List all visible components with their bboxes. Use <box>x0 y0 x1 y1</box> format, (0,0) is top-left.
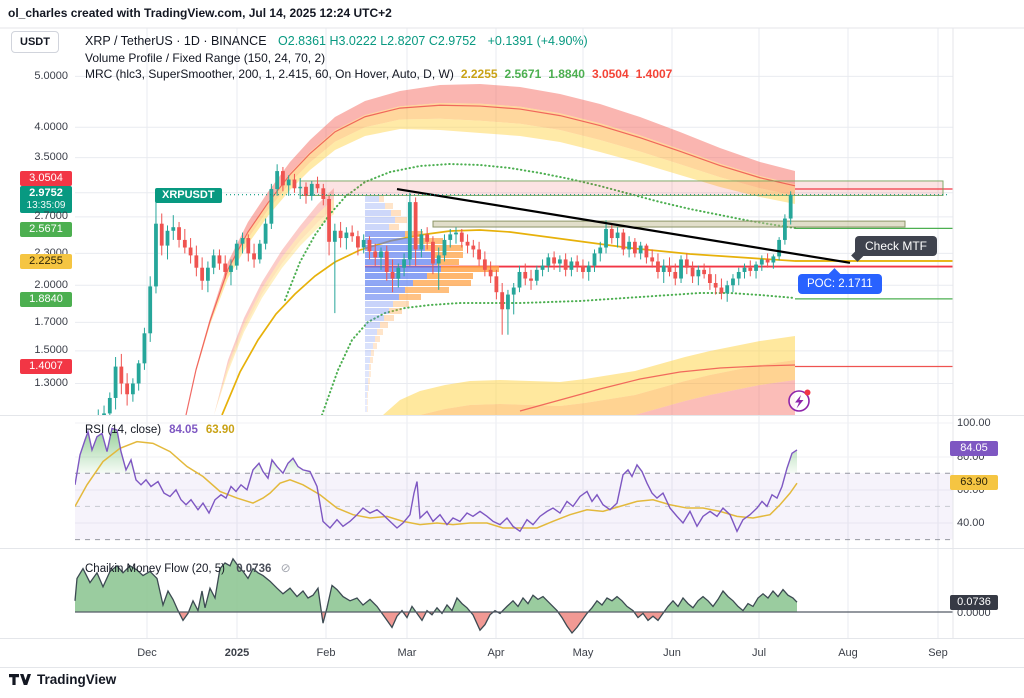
time-label-2025: 2025 <box>224 647 250 659</box>
rsi-value: 63.90 <box>205 424 235 436</box>
rsi-title: RSI (14, close) <box>85 424 162 436</box>
legend-volume-profile-row[interactable]: Volume Profile / Fixed Range (150, 24, 7… <box>85 51 326 65</box>
rsi-badge-84.05: 84.05 <box>950 440 998 456</box>
current-price-value: 2.9752 <box>29 187 63 199</box>
price-axis[interactable] <box>0 28 75 638</box>
mrc-bands <box>185 84 953 415</box>
mrc-value: 2.2255 <box>460 67 498 81</box>
indicator-axis[interactable] <box>953 28 1024 638</box>
legend-change: +0.1391 (+4.90%) <box>487 34 588 48</box>
mrc-value: 2.5671 <box>504 67 542 81</box>
time-label-Sep: Sep <box>928 647 948 659</box>
time-label-Jun: Jun <box>663 647 681 659</box>
time-label-Mar: Mar <box>397 647 417 659</box>
tradingview-logo[interactable]: TradingView <box>8 672 116 687</box>
price-scale-currency-button[interactable]: USDT <box>11 31 59 53</box>
price-tick-label: 1.5000 <box>34 344 68 357</box>
price-tick-label: 1.7000 <box>34 315 68 328</box>
cmf-badge: 0.0736 <box>950 595 998 610</box>
tradingview-mark-icon <box>9 674 31 685</box>
price-tick-label: 3.5000 <box>34 151 68 164</box>
price-tick-label: 4.0000 <box>34 120 68 133</box>
rsi-badge-63.90: 63.90 <box>950 474 998 490</box>
eye-off-icon[interactable]: ⊘ <box>280 561 291 575</box>
cmf-title: Chaikin Money Flow (20, 5) <box>85 563 225 575</box>
time-label-Dec: Dec <box>137 647 157 659</box>
time-label-Apr: Apr <box>487 647 505 659</box>
poc-callout[interactable]: POC: 2.1711 <box>798 274 882 294</box>
check-mtf-note[interactable]: Check MTF <box>855 236 938 256</box>
cmf-series <box>74 557 953 635</box>
time-label-May: May <box>572 647 594 659</box>
legend-mrc-row[interactable]: MRC (hlc3, SuperSmoother, 200, 1, 2.415,… <box>85 67 672 81</box>
rsi-value: 84.05 <box>169 424 198 436</box>
trend-annotations <box>226 187 950 264</box>
price-tick-label: 5.0000 <box>34 69 68 82</box>
price-tick-label: 1.3000 <box>34 376 68 389</box>
mrc-value: 1.4007 <box>635 67 673 81</box>
cmf-value: 0.0736 <box>236 563 272 575</box>
current-price-badge: 2.9752 13:35:09 <box>20 186 72 213</box>
rsi-tick-label: 100.00 <box>957 416 991 429</box>
legend-mrc-name: MRC (hlc3, SuperSmoother, 200, 1, 2.415,… <box>85 67 454 81</box>
cmf-tick-label: 0.0000 <box>957 607 991 619</box>
price-badge-3.0504: 3.0504 <box>20 170 72 186</box>
legend-symbol-row[interactable]: XRP / TetherUS · 1D · BINANCE O2.8361 H3… <box>85 34 588 48</box>
drawing-zones <box>299 180 944 228</box>
mrc-value: 3.0504 <box>591 67 629 81</box>
tradingview-wordmark: TradingView <box>37 672 117 687</box>
legend-symbol: XRP / TetherUS · 1D · BINANCE <box>85 34 267 48</box>
price-tick-label: 2.7000 <box>34 210 68 223</box>
rsi-band <box>75 472 953 541</box>
symbol-price-label: XRPUSDT <box>155 188 222 203</box>
magic-wand-icon[interactable] <box>786 386 814 414</box>
price-badge-2.2255: 2.2255 <box>20 253 72 269</box>
bar-countdown: 13:35:09 <box>26 200 66 211</box>
panel-separators <box>0 27 1024 668</box>
time-label-Aug: Aug <box>838 647 858 659</box>
attribution-text: ol_charles created with TradingView.com,… <box>8 6 392 20</box>
rsi-panel-header[interactable]: RSI (14, close) 84.05 63.90 <box>85 424 235 436</box>
candles-series <box>97 164 793 415</box>
gridlines <box>75 28 953 638</box>
rsi-series <box>75 427 798 533</box>
rsi-tick-label: 40.00 <box>957 516 985 529</box>
price-tick-label: 2.0000 <box>34 278 68 291</box>
price-badge-1.4007: 1.4007 <box>20 358 72 374</box>
cmf-panel-header[interactable]: Chaikin Money Flow (20, 5) 0.0736 ⊘ <box>85 561 291 575</box>
time-label-Feb: Feb <box>316 647 336 659</box>
price-badge-1.8840: 1.8840 <box>20 291 72 307</box>
time-label-Jul: Jul <box>751 647 767 659</box>
legend-ohlc: O2.8361 H3.0222 L2.8207 C2.9752 <box>278 34 477 48</box>
mrc-value: 1.8840 <box>548 67 585 81</box>
price-badge-2.5671: 2.5671 <box>20 221 72 237</box>
